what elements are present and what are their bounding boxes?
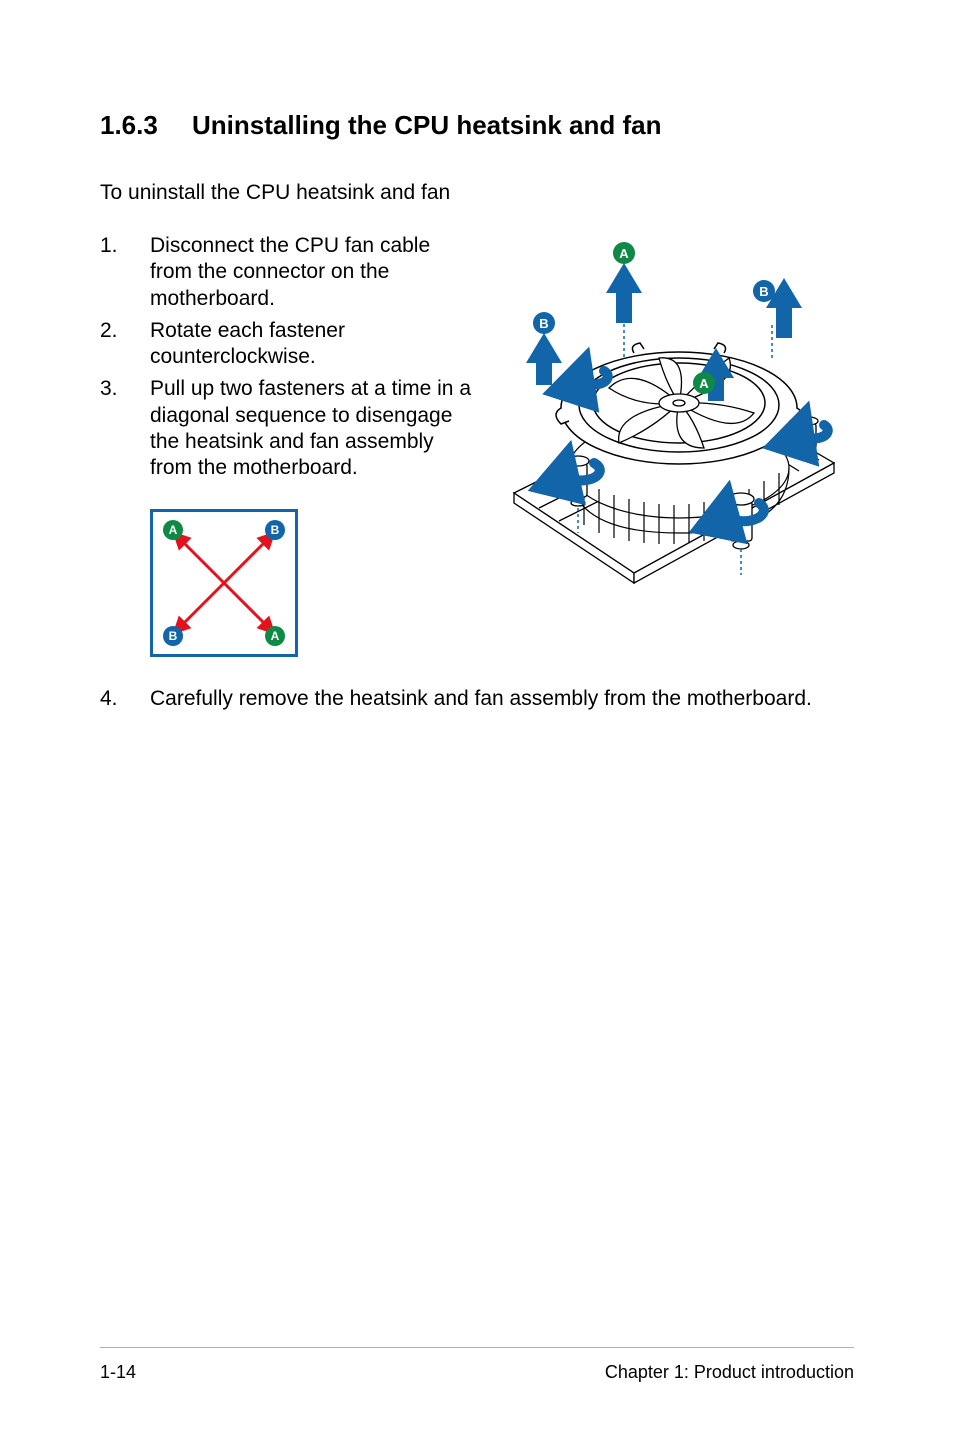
intro-text: To uninstall the CPU heatsink and fan	[100, 181, 854, 205]
heatsink-fan-diagram: A B B A	[484, 233, 854, 603]
step-text: Disconnect the CPU fan cable from the co…	[150, 233, 474, 312]
list-item: 3. Pull up two fasteners at a time in a …	[100, 376, 474, 481]
page-number: 1-14	[100, 1362, 136, 1383]
step-text: Pull up two fasteners at a time in a dia…	[150, 376, 474, 481]
section-number: 1.6.3	[100, 110, 192, 141]
diagonal-sequence-diagram: A B B A	[150, 509, 298, 657]
step-text: Rotate each fastener counterclockwise.	[150, 318, 474, 371]
document-page: 1.6.3Uninstalling the CPU heatsink and f…	[0, 0, 954, 1438]
footer-rule	[100, 1347, 854, 1348]
section-heading: 1.6.3Uninstalling the CPU heatsink and f…	[100, 110, 854, 141]
step-text: Carefully remove the heatsink and fan as…	[150, 687, 854, 711]
svg-text:B: B	[759, 284, 768, 299]
step-number: 3.	[100, 376, 150, 481]
steps-list: 1. Disconnect the CPU fan cable from the…	[100, 233, 474, 481]
page-footer: 1-14 Chapter 1: Product introduction	[100, 1362, 854, 1383]
step-number: 4.	[100, 687, 150, 711]
section-title-text: Uninstalling the CPU heatsink and fan	[192, 110, 662, 140]
step-number: 2.	[100, 318, 150, 371]
list-item: 2. Rotate each fastener counterclockwise…	[100, 318, 474, 371]
svg-text:A: A	[619, 246, 629, 261]
step-number: 1.	[100, 233, 150, 312]
list-item: 1. Disconnect the CPU fan cable from the…	[100, 233, 474, 312]
svg-text:B: B	[539, 316, 548, 331]
svg-text:A: A	[699, 376, 709, 391]
list-item: 4. Carefully remove the heatsink and fan…	[100, 687, 854, 711]
content-row: 1. Disconnect the CPU fan cable from the…	[100, 233, 854, 657]
chapter-label: Chapter 1: Product introduction	[605, 1362, 854, 1383]
right-column: A B B A	[474, 233, 854, 603]
left-column: 1. Disconnect the CPU fan cable from the…	[100, 233, 474, 657]
